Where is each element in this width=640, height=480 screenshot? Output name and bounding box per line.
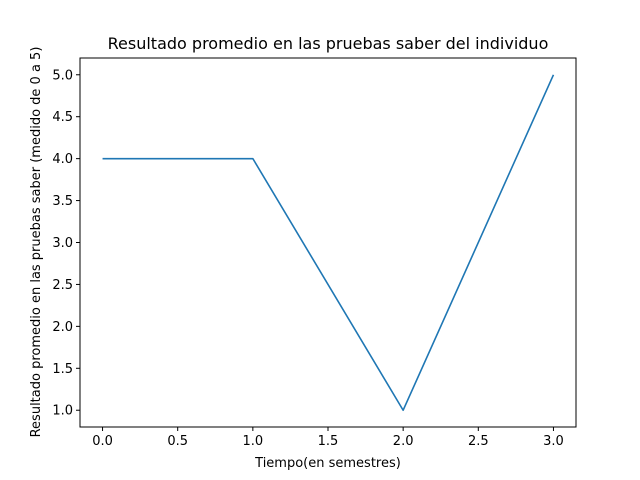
y-tick-label: 2.5 — [52, 278, 73, 293]
y-tick-label: 1.0 — [52, 404, 73, 419]
series-layer — [102, 74, 555, 412]
x-tick-label: 1.0 — [243, 434, 264, 449]
y-tick-label: 4.5 — [52, 110, 73, 125]
x-axis-ticks: 0.0 0.5 1.0 1.5 2.0 2.5 3.0 — [92, 427, 564, 449]
x-tick-label: 0.5 — [167, 434, 188, 449]
chart-title: Resultado promedio en las pruebas saber … — [108, 34, 549, 53]
x-tick-label: 0.0 — [92, 434, 113, 449]
y-axis-label: Resultado promedio en las pruebas saber … — [29, 47, 44, 438]
y-tick-label: 3.5 — [52, 194, 73, 209]
x-axis-label: Tiempo(en semestres) — [254, 456, 401, 471]
x-tick-label: 2.0 — [393, 434, 414, 449]
x-tick-label: 3.0 — [543, 434, 564, 449]
plot-area — [80, 58, 576, 427]
x-tick-label: 1.5 — [318, 434, 339, 449]
y-axis-ticks: 1.0 1.5 2.0 2.5 3.0 3.5 4.0 4.5 5.0 — [52, 68, 80, 419]
y-tick-label: 5.0 — [52, 68, 73, 83]
x-tick-label: 2.5 — [468, 434, 489, 449]
plot-frame — [79, 57, 577, 428]
y-tick-label: 3.0 — [52, 236, 73, 251]
series-line — [102, 74, 555, 412]
y-tick-label: 2.0 — [52, 320, 73, 335]
y-tick-label: 1.5 — [52, 362, 73, 377]
y-tick-label: 4.0 — [52, 152, 73, 167]
